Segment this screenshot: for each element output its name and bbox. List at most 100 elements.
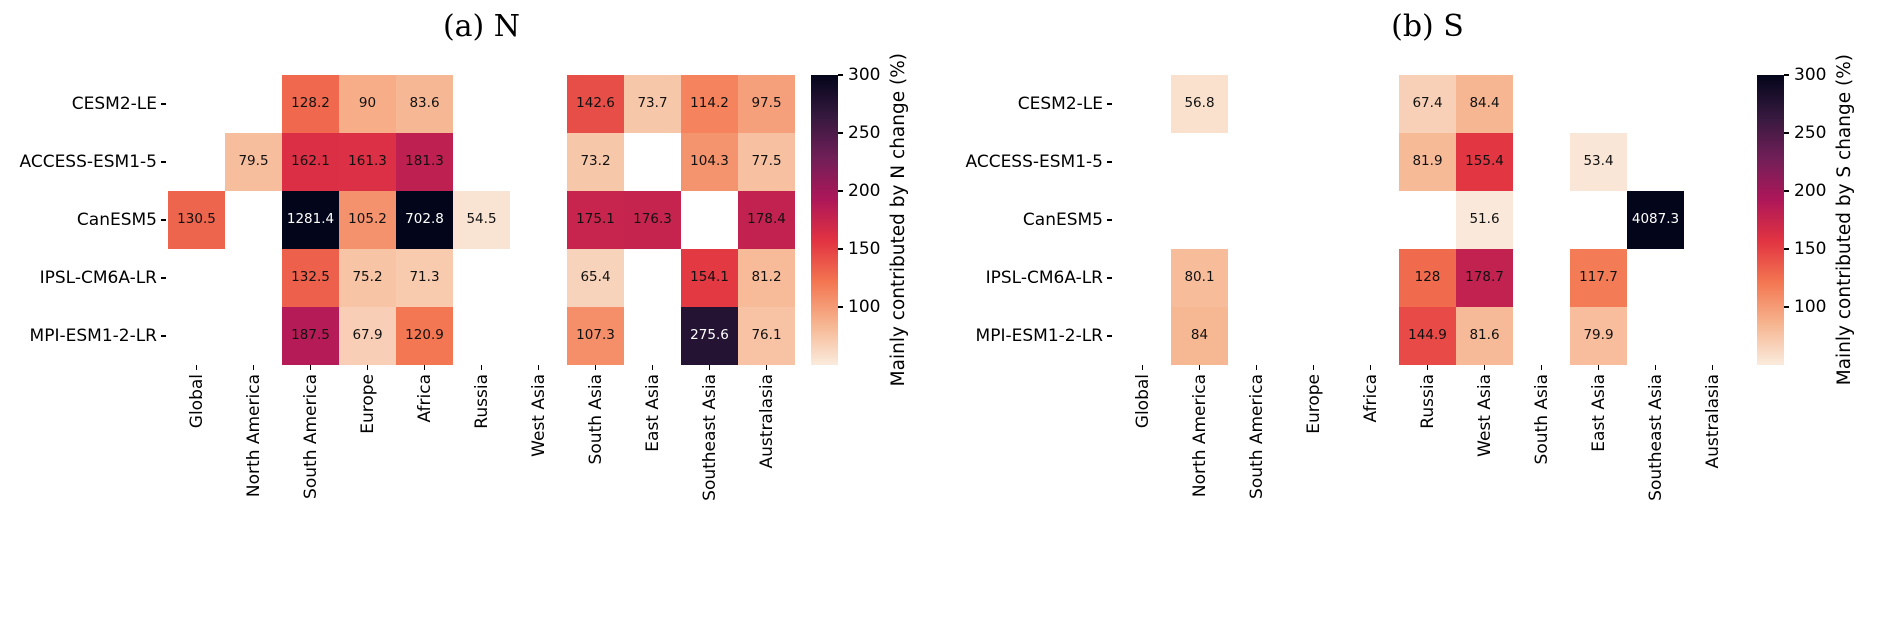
cell-value: 79.9 bbox=[1583, 327, 1614, 344]
heatmap-cell: 51.6 bbox=[1456, 191, 1513, 249]
heatmap-cell-empty bbox=[1513, 249, 1570, 307]
heatmap-cell: 97.5 bbox=[738, 75, 795, 133]
col-label-text: North America bbox=[243, 374, 264, 498]
cell-value: 117.7 bbox=[1579, 269, 1618, 286]
panel-s: (b) S CESM2-LE ACCESS-ESM1-5 CanESM5 IPSL-C… bbox=[946, 0, 1892, 624]
colorbar-tick-mark bbox=[838, 248, 843, 250]
heatmap-cell: 75.2 bbox=[339, 249, 396, 307]
heatmap-cell-empty bbox=[1114, 249, 1171, 307]
x-axis-tick bbox=[480, 365, 483, 370]
heatmap-cell: 181.3 bbox=[396, 133, 453, 191]
colorbar-tick-label: 200 bbox=[848, 181, 881, 201]
x-axis-tick bbox=[1198, 365, 1201, 370]
cell-value: 162.1 bbox=[291, 153, 330, 170]
heatmap-cell-empty bbox=[510, 249, 567, 307]
heatmap-cell-empty bbox=[168, 133, 225, 191]
heatmap-cell-empty bbox=[624, 249, 681, 307]
cell-value: 83.6 bbox=[409, 95, 440, 112]
cell-value: 114.2 bbox=[690, 95, 729, 112]
cell-value: 702.8 bbox=[405, 211, 444, 228]
heatmap-cell-empty bbox=[1114, 307, 1171, 365]
col-label: West Asia bbox=[1456, 365, 1513, 457]
panel-n: (a) N CESM2-LE ACCESS-ESM1-5 CanESM5 IPSL-C… bbox=[0, 10, 910, 501]
row-label-text: IPSL-CM6A-LR bbox=[985, 268, 1103, 288]
row-label: CESM2-LE bbox=[0, 75, 166, 133]
heatmap-cell-empty bbox=[1513, 133, 1570, 191]
heatmap-cell: 67.9 bbox=[339, 307, 396, 365]
col-label-text: South America bbox=[300, 374, 321, 499]
y-axis-tick bbox=[1107, 219, 1112, 221]
row-label: CanESM5 bbox=[0, 191, 166, 249]
col-label: North America bbox=[1171, 365, 1228, 497]
cell-value: 75.2 bbox=[352, 269, 383, 286]
col-label: Australasia bbox=[1684, 365, 1741, 468]
col-label-text: South Asia bbox=[585, 374, 606, 465]
col-label: South America bbox=[282, 365, 339, 499]
cell-value: 67.4 bbox=[1412, 95, 1443, 112]
row-label-text: ACCESS-ESM1-5 bbox=[19, 152, 158, 172]
y-axis-tick bbox=[1107, 161, 1112, 163]
heatmap-cell: 71.3 bbox=[396, 249, 453, 307]
heatmap-cell-empty bbox=[1228, 249, 1285, 307]
col-label-text: Africa bbox=[1360, 374, 1381, 423]
heatmap-cell-empty bbox=[1570, 75, 1627, 133]
colorbar-tick: 250 bbox=[1784, 122, 1826, 144]
cell-value: 84 bbox=[1190, 327, 1209, 344]
col-label-text: Africa bbox=[414, 374, 435, 423]
row-label-text: MPI-ESM1-2-LR bbox=[29, 326, 157, 346]
colorbar-tick-mark bbox=[1784, 248, 1789, 250]
heatmap-cell: 155.4 bbox=[1456, 133, 1513, 191]
x-axis-tick bbox=[651, 365, 654, 370]
colorbar-tick-mark bbox=[838, 132, 843, 134]
heatmap-grid: 56.8 67.4 84.4 81.9 155.4 53.4 51.6 4087.3 80.1 1… bbox=[1114, 75, 1741, 365]
col-label-text: Europe bbox=[357, 374, 378, 434]
cell-value: 155.4 bbox=[1465, 153, 1504, 170]
heatmap-cell-empty bbox=[624, 307, 681, 365]
colorbar-axis-label-text: Mainly contributed by S change (%) bbox=[1834, 54, 1855, 386]
heatmap-cell: 128 bbox=[1399, 249, 1456, 307]
heatmap-cell-empty bbox=[510, 307, 567, 365]
col-label: Africa bbox=[396, 365, 453, 423]
x-axis-tick bbox=[423, 365, 426, 370]
colorbar-tick: 100 bbox=[838, 296, 880, 318]
cell-value: 142.6 bbox=[576, 95, 615, 112]
colorbar-tick-label: 100 bbox=[848, 297, 881, 317]
heatmap-cell-empty bbox=[624, 133, 681, 191]
colorbar-tick-label: 150 bbox=[1794, 239, 1827, 259]
heatmap-cell-empty bbox=[510, 133, 567, 191]
heatmap-cell-empty bbox=[1342, 75, 1399, 133]
row-label-text: ACCESS-ESM1-5 bbox=[965, 152, 1104, 172]
heatmap-cell-empty bbox=[1228, 133, 1285, 191]
x-axis-tick bbox=[252, 365, 255, 370]
heatmap-cell: 105.2 bbox=[339, 191, 396, 249]
heatmap-cell: 81.2 bbox=[738, 249, 795, 307]
heatmap-cell-empty bbox=[1684, 75, 1741, 133]
heatmap-cell-empty bbox=[1684, 249, 1741, 307]
colorbar-tick-mark bbox=[838, 74, 843, 76]
colorbar-tick: 300 bbox=[1784, 64, 1826, 86]
col-label: Europe bbox=[1285, 365, 1342, 434]
heatmap-cell: 132.5 bbox=[282, 249, 339, 307]
row-label-text: MPI-ESM1-2-LR bbox=[975, 326, 1103, 346]
x-axis-tick bbox=[1312, 365, 1315, 370]
cell-value: 71.3 bbox=[409, 269, 440, 286]
col-label: East Asia bbox=[1570, 365, 1627, 452]
col-label: South Asia bbox=[567, 365, 624, 464]
cell-value: 79.5 bbox=[238, 153, 269, 170]
colorbar-tick-mark bbox=[1784, 74, 1789, 76]
heatmap-cell-empty bbox=[453, 133, 510, 191]
col-label-text: West Asia bbox=[528, 374, 549, 457]
col-label-text: Europe bbox=[1303, 374, 1324, 434]
heatmap-cell: 178.4 bbox=[738, 191, 795, 249]
colorbar-tick-label: 250 bbox=[848, 123, 881, 143]
heatmap-cell-empty bbox=[1114, 191, 1171, 249]
colorbar-tick: 250 bbox=[838, 122, 880, 144]
heatmap-cell: 142.6 bbox=[567, 75, 624, 133]
heatmap-cell: 154.1 bbox=[681, 249, 738, 307]
heatmap-cell: 1281.4 bbox=[282, 191, 339, 249]
heatmap-cell: 120.9 bbox=[396, 307, 453, 365]
col-label-text: Australasia bbox=[756, 374, 777, 469]
col-label: Global bbox=[1114, 365, 1171, 428]
heatmap-cell-empty bbox=[1171, 133, 1228, 191]
x-axis-tick bbox=[594, 365, 597, 370]
